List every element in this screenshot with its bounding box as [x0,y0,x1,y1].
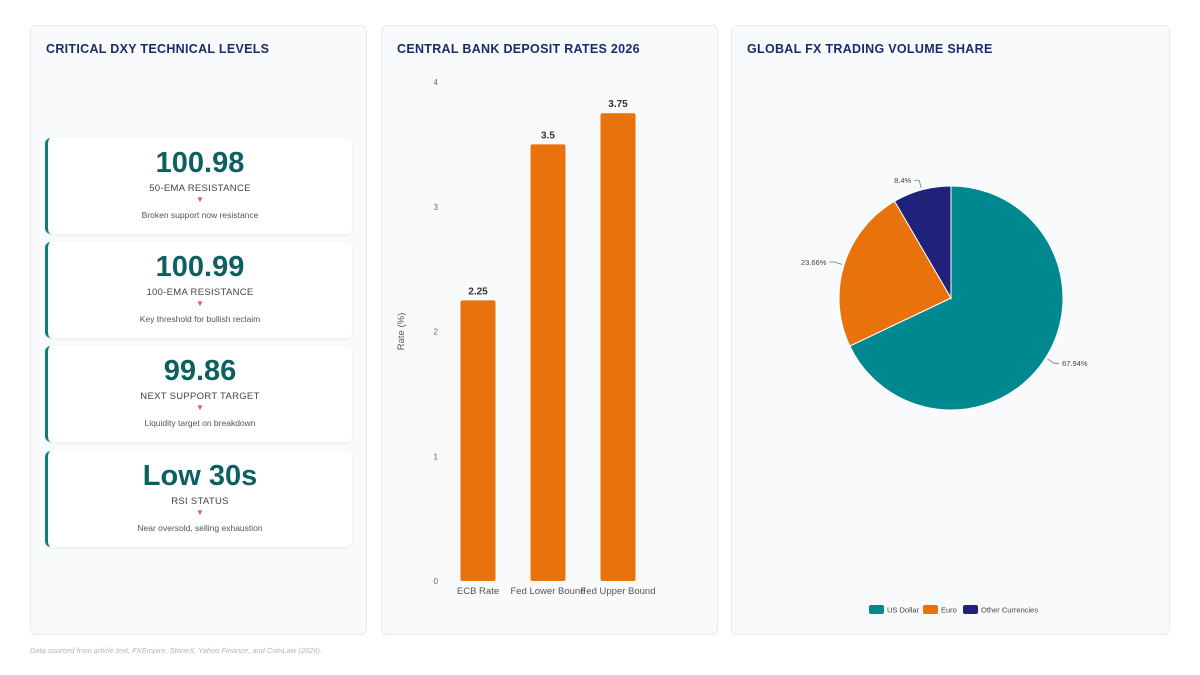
pie-leader-line [914,179,922,189]
source-note: Data sourced from article text, FXEmpire… [30,646,322,655]
deposit-rates-bar-chart: 0 1 2 3 4 Rate (%) 2.25 ECB Rate 3.5 Fed Lower Bo… [396,78,656,597]
level-description: Near oversold, selling exhaustion [137,523,263,533]
y-tick-label: 1 [434,452,439,461]
pie-value-label: 23.66% [801,258,827,267]
pie-slice [838,200,952,347]
y-axis-label: Rate (%) [396,313,407,350]
bar [600,113,636,581]
fx-volume-panel: GLOBAL FX TRADING VOLUME SHARE 67.94% 23.… [731,25,1170,635]
pie-leader-line [1047,358,1060,364]
level-description: Key threshold for bullish reclaim [139,314,261,324]
level-label: 100-EMA RESISTANCE [146,287,254,298]
legend-label: US Dollar [887,606,920,615]
pie-slice [893,185,952,300]
x-tick-label: Fed Lower Bound [511,586,586,597]
down-arrow-icon: ▼ [196,195,204,204]
pie-slice [849,185,1064,411]
level-description: Liquidity target on breakdown [144,418,256,428]
down-arrow-icon: ▼ [196,403,204,412]
fx-volume-title: GLOBAL FX TRADING VOLUME SHARE [747,42,993,56]
y-tick-label: 3 [434,203,439,212]
pie-value-label: 67.94% [1062,359,1088,368]
bar-value-label: 3.75 [608,99,628,110]
technical-levels-panel: CRITICAL DXY TECHNICAL LEVELS 100.98 50-… [30,25,367,635]
legend-swatch [923,605,938,614]
bar-value-label: 3.5 [541,130,555,141]
technical-levels-title: CRITICAL DXY TECHNICAL LEVELS [46,42,270,56]
level-value: 99.86 [163,355,237,387]
legend-swatch [869,605,884,614]
bar-value-label: 2.25 [468,286,488,297]
legend-swatch [963,605,978,614]
level-card-support: 99.86 NEXT SUPPORT TARGET ▼ Liquidity ta… [45,346,352,442]
pie-value-label: 8.4% [894,176,911,185]
level-value: 100.99 [155,251,245,283]
level-label: RSI STATUS [171,496,229,507]
deposit-rates-panel: CENTRAL BANK DEPOSIT RATES 2026 0 1 2 3 4 Rat… [381,25,718,635]
level-card-100-ema: 100.99 100-EMA RESISTANCE ▼ Key threshol… [45,242,352,338]
level-label: NEXT SUPPORT TARGET [140,391,260,402]
pie-leader-line [829,261,843,265]
level-label: 50-EMA RESISTANCE [149,183,251,194]
legend-label: Euro [941,606,957,615]
legend-label: Other Currencies [981,606,1038,615]
bar [460,300,496,581]
level-value: Low 30s [142,460,258,492]
level-value: 100.98 [155,147,245,179]
x-tick-label: Fed Upper Bound [581,586,656,597]
level-card-rsi: Low 30s RSI STATUS ▼ Near oversold, sell… [45,451,352,547]
y-tick-label: 4 [434,78,439,87]
down-arrow-icon: ▼ [196,508,204,517]
deposit-rates-title: CENTRAL BANK DEPOSIT RATES 2026 [397,42,640,56]
level-card-50-ema: 100.98 50-EMA RESISTANCE ▼ Broken suppor… [45,138,352,234]
y-tick-label: 2 [434,328,439,337]
bar [530,144,566,581]
down-arrow-icon: ▼ [196,299,204,308]
level-description: Broken support now resistance [141,210,259,220]
y-tick-label: 0 [434,577,439,586]
fx-volume-pie-chart: 67.94% 23.66% 8.4% US Dollar Euro Other Curre… [801,176,1088,615]
x-tick-label: ECB Rate [457,586,499,597]
